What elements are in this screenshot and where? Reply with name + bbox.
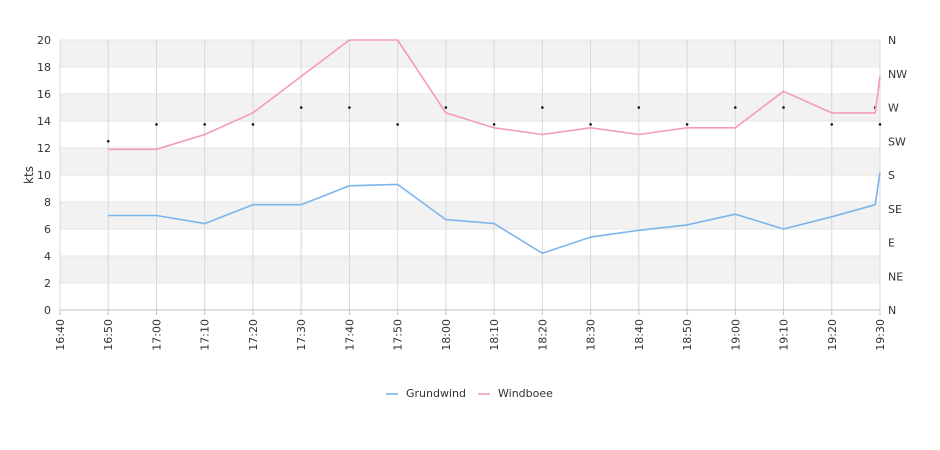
direction-marker (155, 123, 158, 126)
plot-band (60, 229, 880, 256)
y-tick-label: 4 (44, 250, 51, 263)
y-tick-label: 18 (37, 61, 51, 74)
plot-band (60, 67, 880, 94)
plot-bands (60, 40, 880, 310)
direction-marker (106, 139, 110, 143)
direction-marker (541, 106, 544, 109)
y-tick-label: 8 (44, 196, 51, 209)
y-axis-tick-labels: 0 2 4 6 8 10 12 14 16 18 20 (37, 34, 51, 317)
y-tick-label: 20 (37, 34, 51, 47)
y-tick-label: 12 (37, 142, 51, 155)
legend-item-windboee[interactable]: Windboee (478, 387, 553, 400)
direction-tick-label: S (888, 169, 895, 182)
direction-marker (299, 106, 303, 109)
direction-marker (782, 106, 785, 109)
y-tick-label: 10 (37, 169, 51, 182)
series-line-windboee[interactable] (108, 39, 881, 151)
direction-marker (685, 123, 689, 126)
plot-band (60, 94, 880, 121)
direction-marker (492, 123, 496, 126)
x-tick-label: 17:50 (392, 319, 405, 351)
x-tick-label: 17:20 (247, 319, 260, 351)
x-tick-label: 19:10 (778, 319, 791, 351)
plot-band (60, 175, 880, 202)
y-tick-label: 16 (37, 88, 51, 101)
direction-marker (396, 123, 399, 126)
direction-marker (444, 106, 448, 109)
x-tick-label: 18:30 (585, 319, 598, 351)
y-tick-label: 0 (44, 304, 51, 317)
plot-band (60, 40, 880, 67)
direction-marker (878, 123, 882, 126)
direction-marker (589, 123, 592, 126)
direction-tick-label: N (888, 304, 896, 317)
y-tick-label: 6 (44, 223, 51, 236)
x-tick-label: 18:00 (440, 319, 453, 351)
direction-axis-tick-labels: N NE E SE S SW W NW N (888, 34, 907, 317)
x-tick-label: 19:00 (729, 319, 742, 351)
wind-direction-markers (106, 106, 882, 143)
series-lines (108, 39, 881, 255)
y-tick-label: 14 (37, 115, 51, 128)
chart-legend[interactable]: Grundwind Windboee (386, 387, 553, 400)
x-tick-label: 18:10 (488, 319, 501, 351)
x-tick-label: 16:50 (102, 319, 115, 351)
x-tick-label: 18:50 (681, 319, 694, 351)
series-line-grundwind[interactable] (108, 172, 881, 255)
plot-band (60, 148, 880, 175)
plot-band (60, 121, 880, 148)
direction-tick-label: NE (888, 270, 903, 283)
plot-band (60, 202, 880, 229)
y-tick-label: 2 (44, 277, 51, 290)
x-tick-label: 16:40 (54, 319, 67, 351)
direction-marker (637, 106, 641, 109)
plot-band (60, 256, 880, 283)
direction-marker (733, 106, 737, 109)
x-axis-tick-labels: 16:40 16:50 17:00 17:10 17:20 17:30 17:40 17:50… (54, 319, 887, 351)
x-tick-label: 17:00 (150, 319, 163, 351)
direction-tick-label: E (888, 237, 895, 250)
direction-tick-label: N (888, 34, 896, 47)
y-axis-title: kts (22, 166, 36, 184)
direction-tick-label: SW (888, 135, 906, 148)
plot-band (60, 283, 880, 310)
direction-tick-label: SE (888, 203, 902, 216)
direction-marker (251, 123, 255, 126)
x-tick-label: 17:30 (295, 319, 308, 351)
x-tick-label: 17:10 (199, 319, 212, 351)
legend-label: Windboee (498, 387, 553, 400)
x-tick-label: 19:20 (826, 319, 839, 351)
legend-label: Grundwind (406, 387, 466, 400)
direction-tick-label: W (888, 102, 899, 115)
x-tick-label: 17:40 (343, 319, 356, 351)
direction-marker (348, 106, 351, 109)
direction-tick-label: NW (888, 68, 907, 81)
legend-item-grundwind[interactable]: Grundwind (386, 387, 466, 400)
x-tick-label: 18:40 (633, 319, 646, 351)
x-tick-label: 19:30 (874, 319, 887, 351)
x-tick-label: 18:20 (536, 319, 549, 351)
direction-marker (203, 123, 207, 126)
vertical-gridlines (59, 40, 881, 315)
direction-marker (830, 123, 834, 126)
